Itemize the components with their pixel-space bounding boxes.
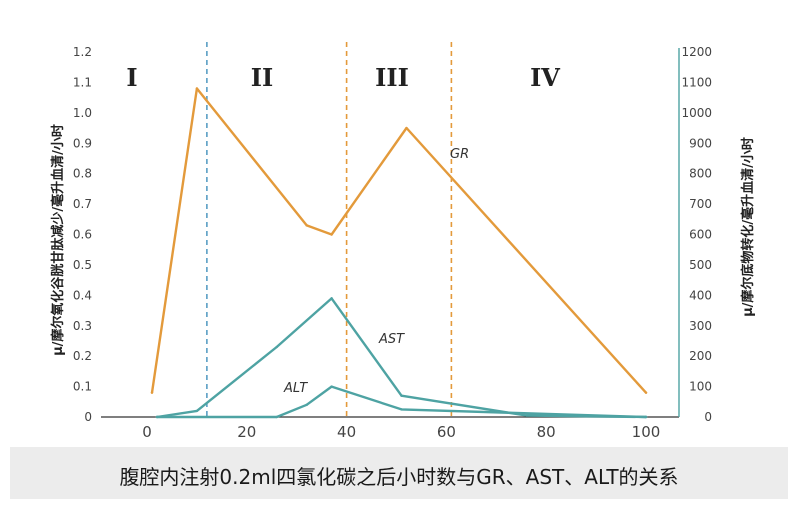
series-line-ast [155, 297, 648, 419]
y-right-tick-label: 400 [689, 288, 712, 302]
y-left-tick-label: 0.9 [73, 136, 92, 150]
series-line-alt [155, 385, 648, 419]
caption-bar: 腹腔内注射0.2ml四氯化碳之后小时数与GR、AST、ALT的关系 [10, 447, 788, 499]
y-right-tick-label: 1100 [681, 75, 712, 89]
x-tick-label: 20 [237, 423, 256, 441]
series-label-ast: AST [378, 332, 405, 347]
x-tick-label: 60 [437, 423, 456, 441]
data-point-gr [330, 233, 333, 236]
y-left-tick-label: 0.6 [73, 228, 92, 242]
x-tick-label: 40 [337, 423, 356, 441]
y-left-tick-label: 1.1 [73, 75, 92, 89]
y-left-tick-label: 0.7 [73, 197, 92, 211]
data-point-gr [150, 391, 154, 394]
phase-label: III [375, 63, 409, 92]
y-left-tick-label: 0.5 [73, 258, 92, 272]
data-point-alt [305, 403, 308, 407]
y-right-tick-label: 200 [689, 349, 712, 363]
data-point-ast [400, 394, 403, 397]
y-right-tick-label: 100 [689, 380, 712, 394]
data-point-alt [155, 415, 159, 419]
data-point-ast [195, 409, 199, 413]
y-left-tick-label: 1.2 [73, 45, 92, 59]
series-label-gr: GR [450, 147, 469, 162]
data-point-alt [330, 385, 333, 388]
x-tick-label: 0 [142, 423, 152, 441]
y-left-tick-label: 0.4 [73, 288, 92, 302]
y-right-tick-label: 1000 [681, 106, 712, 120]
data-point-gr [405, 126, 408, 130]
y-left-tick-label: 0 [84, 410, 92, 424]
series-line-gr [150, 87, 648, 394]
y-right-tick-label: 700 [689, 197, 712, 211]
y-left-tick-label: 0.8 [73, 167, 92, 181]
phase-label: I [126, 63, 137, 92]
data-point-gr [644, 391, 648, 394]
chart: μ/摩尔氧化谷胱甘肽减少/毫升血清/小时 μ/摩尔底物转化/毫升血清/小时 0 0… [50, 42, 756, 441]
y-left-tick-label: 0.1 [73, 380, 92, 394]
y-right-tick-label: 300 [689, 319, 712, 333]
data-point-alt [400, 408, 403, 411]
y-axis-right-title: μ/摩尔底物转化/毫升血清/小时 [740, 137, 756, 317]
y-left-tick-label: 0.2 [73, 349, 92, 363]
y-right-tick-label: 1200 [681, 45, 712, 59]
y-left-tick-label: 1.0 [73, 106, 92, 120]
data-point-alt [275, 415, 278, 419]
phase-label: IV [530, 63, 560, 92]
data-point-alt [644, 415, 648, 419]
y-right-tick-label: 900 [689, 136, 712, 150]
y-right-tick-label: 500 [689, 258, 712, 272]
data-point-gr [195, 87, 199, 90]
data-point-gr [305, 224, 308, 227]
y-left-tick-label: 0.3 [73, 319, 92, 333]
y-right-tick-label: 600 [689, 228, 712, 242]
y-right-tick-label: 800 [689, 167, 712, 181]
figure-caption: 腹腔内注射0.2ml四氯化碳之后小时数与GR、AST、ALT的关系 [119, 465, 679, 489]
y-right-tick-label: 0 [704, 410, 712, 424]
x-tick-label: 100 [632, 423, 661, 441]
data-point-ast [330, 297, 333, 300]
data-point-ast [525, 414, 528, 417]
series-label-alt: ALT [283, 381, 308, 396]
phase-label: II [251, 63, 273, 92]
x-tick-label: 80 [537, 423, 556, 441]
data-point-ast [275, 345, 278, 349]
y-axis-left-title: μ/摩尔氧化谷胱甘肽减少/毫升血清/小时 [50, 124, 66, 356]
